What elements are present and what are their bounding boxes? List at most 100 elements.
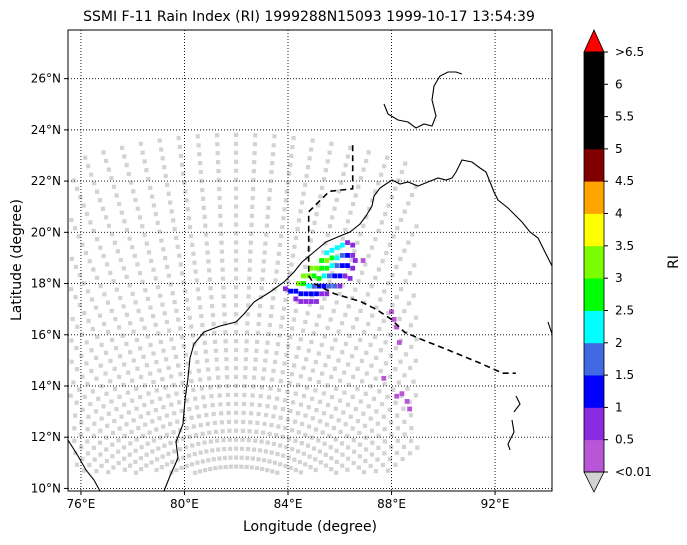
swath-pixel: [234, 321, 239, 326]
colorbar-tick-label: <0.01: [615, 465, 652, 479]
swath-pixel: [303, 264, 308, 269]
swath-pixel: [76, 387, 82, 392]
swath-pixel: [334, 197, 339, 203]
swath-pixel: [213, 429, 219, 434]
swath-pixel: [129, 180, 134, 185]
colorbar-frame: [583, 51, 605, 473]
swath-pixel: [109, 308, 114, 313]
swath-pixel: [220, 429, 225, 434]
swath-pixel: [269, 423, 274, 428]
swath-pixel: [157, 138, 162, 143]
swath-pixel: [322, 334, 327, 339]
swath-pixel: [121, 304, 126, 309]
swath-pixel: [356, 465, 361, 470]
swath-pixel: [259, 385, 264, 390]
swath-pixel: [289, 372, 294, 377]
swath-pixel: [234, 428, 239, 433]
rain-pixel: [301, 273, 306, 279]
swath-pixel: [273, 405, 278, 410]
swath-pixel: [346, 304, 351, 309]
swath-pixel: [89, 368, 94, 374]
swath-pixel: [135, 206, 140, 211]
swath-pixel: [303, 432, 308, 437]
swath-pixel: [112, 387, 117, 392]
swath-pixel: [266, 331, 271, 336]
swath-pixel: [169, 337, 174, 342]
swath-pixel: [270, 161, 275, 166]
swath-pixel: [130, 378, 135, 383]
swath-pixel: [343, 163, 348, 168]
swath-pixel: [255, 420, 260, 425]
swath-pixel: [312, 220, 317, 225]
swath-pixel: [167, 328, 172, 333]
y-tick-label: 12°N: [31, 430, 61, 444]
swath-pixel: [122, 154, 127, 159]
swath-pixel: [158, 293, 163, 298]
swath-pixel: [246, 294, 251, 299]
swath-pixel: [387, 456, 393, 462]
swath-pixel: [174, 391, 179, 396]
swath-pixel: [332, 206, 337, 211]
map-background: [68, 30, 552, 491]
swath-pixel: [162, 443, 167, 448]
swath-pixel: [348, 210, 353, 215]
swath-pixel: [310, 138, 315, 143]
swath-pixel: [403, 352, 409, 357]
swath-pixel: [122, 219, 127, 224]
swath-pixel: [283, 198, 288, 203]
swath-pixel: [154, 360, 159, 365]
swath-pixel: [304, 357, 309, 362]
swath-pixel: [216, 384, 221, 389]
swath-pixel: [198, 450, 203, 455]
swath-pixel: [118, 354, 123, 359]
swath-pixel: [310, 416, 315, 421]
swath-pixel: [144, 241, 149, 246]
swath-pixel: [146, 411, 151, 416]
swath-pixel: [362, 423, 368, 428]
swath-pixel: [103, 350, 109, 355]
swath-pixel: [149, 460, 154, 465]
rain-pixel: [293, 288, 299, 294]
rain-pixel: [396, 340, 402, 345]
swath-pixel: [106, 470, 111, 475]
rain-pixel: [334, 255, 340, 261]
swath-pixel: [265, 404, 270, 409]
swath-pixel: [223, 348, 229, 353]
swath-pixel: [187, 225, 193, 230]
swath-pixel: [286, 455, 291, 460]
rain-pixel: [314, 299, 319, 304]
swath-pixel: [340, 350, 345, 355]
swath-pixel: [209, 394, 214, 399]
swath-pixel: [390, 303, 395, 308]
swath-pixel: [156, 446, 161, 451]
swath-pixel: [311, 446, 317, 451]
swath-pixel: [265, 468, 270, 473]
swath-pixel: [189, 415, 194, 420]
swath-pixel: [353, 287, 358, 292]
swath-pixel: [216, 169, 221, 174]
swath-pixel: [292, 363, 297, 368]
rain-pixel: [404, 399, 410, 404]
swath-pixel: [218, 465, 223, 470]
rain-pixel: [337, 283, 343, 289]
swath-pixel: [91, 433, 96, 438]
rain-pixel: [308, 265, 314, 271]
swath-pixel: [321, 391, 326, 396]
swath-pixel: [74, 367, 80, 372]
swath-pixel: [182, 180, 187, 185]
swath-pixel: [358, 232, 363, 237]
swath-pixel: [305, 443, 310, 448]
swath-pixel: [340, 236, 345, 241]
swath-pixel: [405, 386, 410, 391]
swath-pixel: [219, 249, 224, 254]
swath-pixel: [126, 171, 131, 176]
swath-pixel: [348, 414, 353, 419]
colorbar-bin: [584, 375, 604, 408]
swath-pixel: [104, 391, 109, 396]
swath-pixel: [360, 379, 365, 384]
swath-pixel: [70, 316, 75, 322]
swath-pixel: [82, 311, 87, 316]
swath-pixel: [363, 435, 368, 440]
swath-pixel: [215, 142, 220, 147]
swath-pixel: [210, 304, 215, 309]
